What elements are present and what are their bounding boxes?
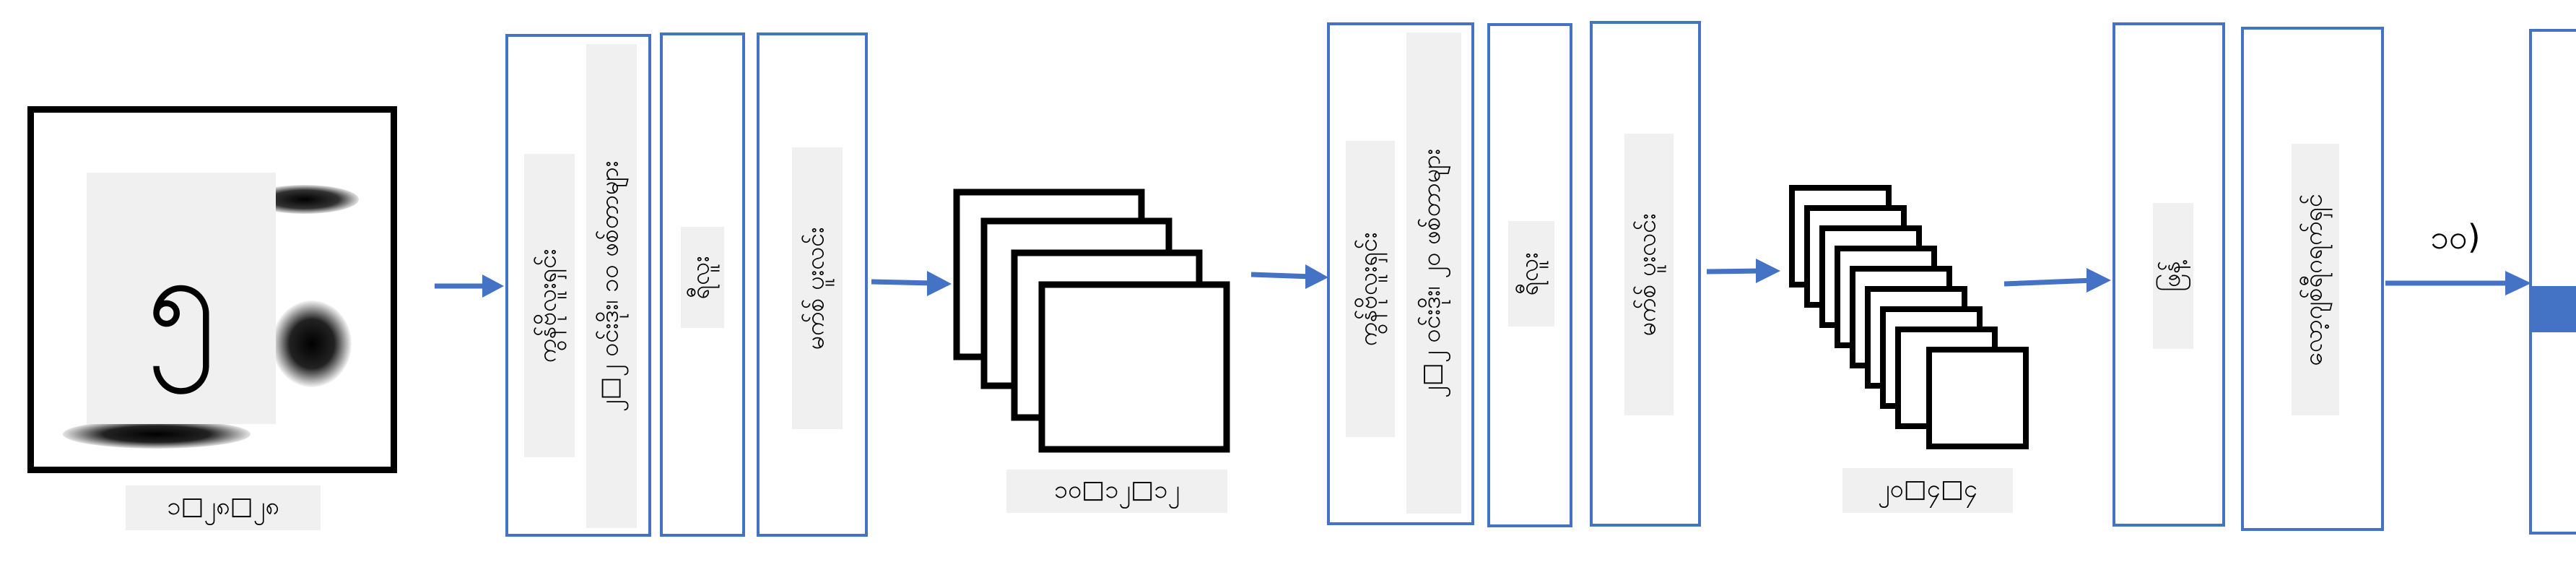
flatten-layer: ဖြန့်: [2112, 22, 2225, 527]
relu-layer-1-label: ရီလူး: [681, 227, 724, 328]
feature-map-stack-2: [1789, 185, 2029, 449]
maxpool-layer-2-label: မက်စ် ပူးလင်း: [1624, 134, 1674, 415]
flatten-layer-label: ဖြန့်: [2153, 203, 2193, 349]
conv-layer-2-params: ၂□၂ ဝင်းဒိုး၊ ၂၀ ဖစ်တာများ: [1406, 33, 1461, 514]
relu-layer-1: ရီလူး: [660, 33, 745, 537]
output-vector: [2529, 29, 2576, 535]
relu-layer-2: ရီလူး: [1487, 23, 1572, 527]
arrow-block1-to-fmap1: [871, 271, 952, 296]
input-size-caption: ၁□၂၈□၂၈: [126, 485, 321, 530]
feature-map-2-caption: ၂၀□၄□၄: [1842, 468, 2013, 513]
logistic-regression-label: လော့ဂျစ်ရီဂရက်ရှင်: [2292, 144, 2339, 415]
blurred-stroke-middle: [272, 301, 352, 387]
input-size-text: ၁□၂၈□၂၈: [167, 491, 279, 521]
conv-layer-1-label: ကွန်ဗိုလူးရှင်း: [524, 154, 575, 457]
arrow-fmap2-to-flatten: [2003, 268, 2111, 293]
conv-layer-2: ကွန်ဗိုလူးရှင်း ၂□၂ ဝင်းဒိုး၊ ၂၀ ဖစ်တာမျ…: [1327, 22, 1474, 525]
conv-layer-1: ကွန်ဗိုလူးရှင်း ၂□၂ ဝင်းဒိုး၊ ၁၀ ဖစ်တာမျ…: [505, 34, 651, 537]
arrow-input-to-block1: [435, 274, 504, 298]
arrow-dense-to-output: [2385, 271, 2531, 295]
feature-map-1-caption: ၁၀□၁၂□၁၂: [1006, 470, 1227, 513]
conv-layer-1-params: ၂□၂ ဝင်းဒိုး၊ ၁၀ ဖစ်တာများ: [586, 44, 637, 528]
logistic-regression-layer: လော့ဂျစ်ရီဂရက်ရှင်: [2241, 27, 2384, 531]
feature-map-stack-1: [953, 189, 1230, 453]
input-image: ၅: [27, 106, 397, 473]
feature-map-2-size: ၂၀□၄□၄: [1877, 474, 1978, 503]
input-digit: ၅: [147, 227, 216, 370]
maxpool-layer-1: မက်စ် ပူးလင်း: [757, 33, 868, 537]
blurred-stroke-bottom: [63, 420, 251, 449]
arrow-fmap1-to-block2: [1250, 264, 1328, 289]
arrow-block2-to-fmap2: [1706, 259, 1780, 283]
conv-layer-2-label: ကွန်ဗိုလူးရှင်း: [1346, 141, 1395, 437]
maxpool-layer-2: မက်စ် ပူးလင်း: [1590, 21, 1701, 527]
feature-map-2-sheet: [1926, 347, 2029, 449]
feature-map-1-sheet: [1038, 281, 1230, 453]
feature-map-1-size: ၁၀□၁၂□၁၂: [1053, 475, 1180, 504]
output-active-cell: [2532, 286, 2576, 332]
digit-label-box: ၅: [87, 173, 276, 424]
maxpool-layer-1-label: မက်စ် ပူးလင်း: [792, 147, 843, 429]
relu-layer-2-label: ရီလူး: [1508, 221, 1554, 327]
output-size-label: ၁၀): [2430, 217, 2481, 256]
